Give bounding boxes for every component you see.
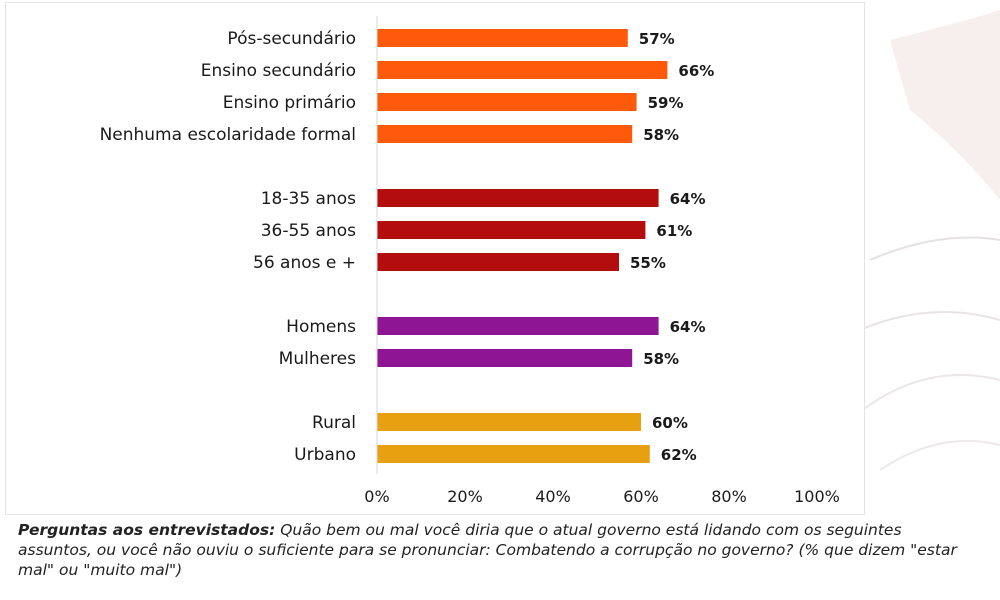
category-label: Pós-secundário bbox=[227, 29, 356, 49]
value-label: 61% bbox=[656, 222, 692, 240]
value-label: 59% bbox=[648, 94, 684, 112]
footnote-question-text: Quão bem ou mal você diria que o atual g… bbox=[18, 521, 957, 579]
category-label: Mulheres bbox=[279, 349, 356, 369]
value-label: 57% bbox=[639, 30, 675, 48]
category-label: Homens bbox=[286, 317, 356, 337]
category-label: 56 anos e + bbox=[253, 253, 356, 273]
bar-chart: Pós-secundário 57% Ensino secundário 66% Ens… bbox=[100, 16, 840, 506]
category-label: Ensino primário bbox=[223, 93, 356, 113]
value-label: 58% bbox=[643, 126, 679, 144]
value-label: 62% bbox=[661, 446, 697, 464]
category-label: 36-55 anos bbox=[261, 221, 356, 241]
footnote: Perguntas aos entrevistados: Quão bem ou… bbox=[18, 520, 978, 580]
value-label: 55% bbox=[630, 254, 666, 272]
category-label: Urbano bbox=[294, 445, 356, 465]
x-tick-label: 0% bbox=[364, 487, 389, 506]
category-label: Nenhuma escolaridade formal bbox=[100, 125, 356, 145]
bar-0-2 bbox=[377, 93, 637, 111]
category-label: Rural bbox=[312, 413, 356, 433]
category-label: Ensino secundário bbox=[201, 61, 356, 81]
bar-0-1 bbox=[377, 61, 668, 79]
bar-2-0 bbox=[377, 317, 659, 335]
bar-0-3 bbox=[377, 125, 633, 143]
value-label: 64% bbox=[670, 190, 706, 208]
x-tick-label: 100% bbox=[794, 487, 840, 506]
bar-2-1 bbox=[377, 349, 633, 367]
footnote-question-label: Perguntas aos entrevistados: bbox=[18, 521, 276, 539]
bar-3-0 bbox=[377, 413, 641, 431]
bar-1-0 bbox=[377, 189, 659, 207]
bar-1-1 bbox=[377, 221, 646, 239]
x-tick-label: 20% bbox=[447, 487, 483, 506]
value-label: 64% bbox=[670, 318, 706, 336]
x-tick-label: 40% bbox=[535, 487, 571, 506]
x-tick-label: 80% bbox=[711, 487, 747, 506]
x-tick-label: 60% bbox=[623, 487, 659, 506]
value-label: 60% bbox=[652, 414, 688, 432]
bar-1-2 bbox=[377, 253, 619, 271]
value-label: 58% bbox=[643, 350, 679, 368]
bar-3-1 bbox=[377, 445, 650, 463]
value-label: 66% bbox=[678, 62, 714, 80]
background-decoration bbox=[850, 10, 1000, 471]
category-label: 18-35 anos bbox=[261, 189, 356, 209]
bar-0-0 bbox=[377, 29, 628, 47]
